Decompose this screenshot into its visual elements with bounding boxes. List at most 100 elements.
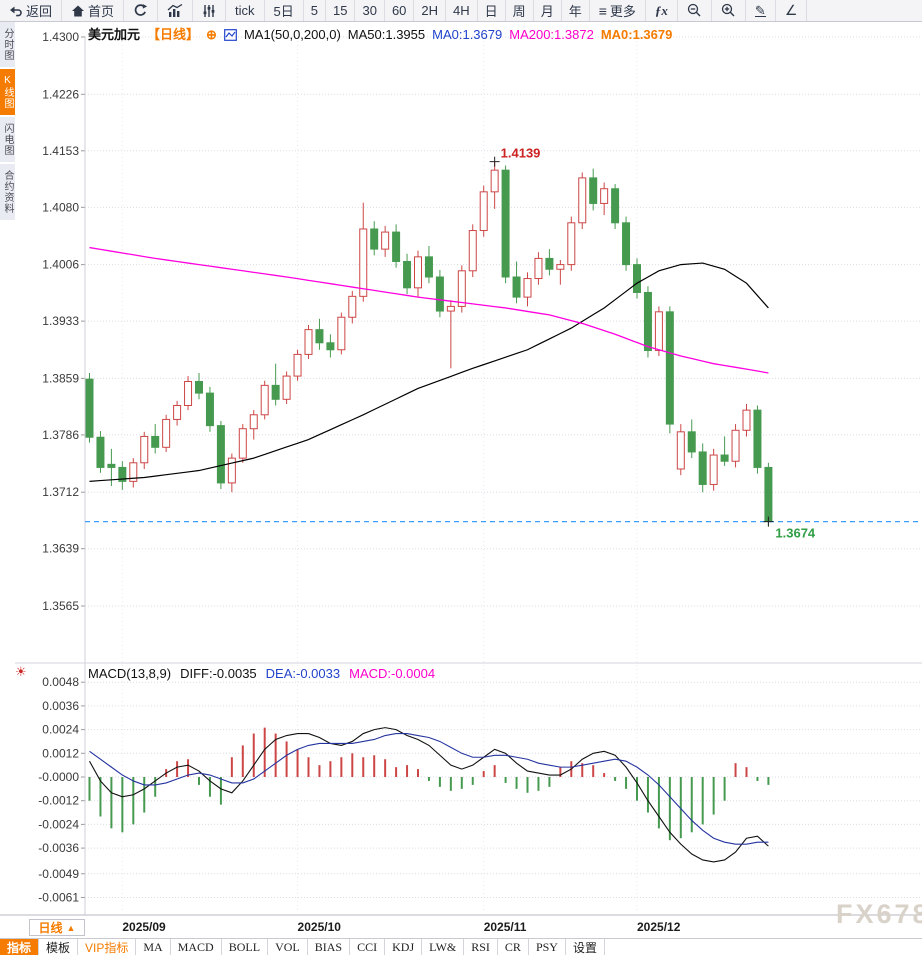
svg-text:-0.0000: -0.0000 [38, 770, 79, 784]
indicator-cr[interactable]: CR [498, 939, 529, 955]
add-indicator-icon[interactable]: ⊕ [206, 27, 217, 42]
period-tick-button[interactable]: tick [226, 0, 265, 21]
refresh-button[interactable] [124, 0, 159, 21]
period-15m-button[interactable]: 15 [326, 0, 356, 21]
indicator-cci[interactable]: CCI [350, 939, 386, 955]
svg-text:1.3639: 1.3639 [42, 542, 79, 556]
angle-tool-button[interactable]: ∠ [776, 0, 808, 21]
day-label: 日 [484, 4, 498, 19]
back-icon [9, 4, 23, 18]
sliders-icon [202, 4, 216, 18]
period-year-button[interactable]: 年 [562, 0, 590, 21]
period-30m-button[interactable]: 30 [355, 0, 385, 21]
chart-type-button[interactable] [158, 0, 194, 21]
tab-templates[interactable]: 模板 [39, 939, 79, 955]
period-month-button[interactable]: 月 [534, 0, 562, 21]
back-button[interactable]: 返回 [0, 0, 63, 21]
svg-text:0.0012: 0.0012 [42, 746, 79, 760]
5m-label: 5 [310, 3, 318, 18]
tab-vip-indicators[interactable]: VIP指标 [78, 939, 137, 955]
svg-text:1.3933: 1.3933 [42, 314, 79, 328]
svg-text:2025/11: 2025/11 [484, 920, 527, 934]
period-tag[interactable]: 【日线】 [147, 27, 200, 42]
year-label: 年 [568, 4, 582, 19]
chevron-up-icon: ▲ [66, 922, 76, 933]
tick-label: tick [235, 3, 255, 18]
indicator-ma[interactable]: MA [136, 939, 171, 955]
macd-dea-value: DEA:-0.0033 [265, 666, 341, 681]
svg-text:2025/10: 2025/10 [298, 920, 342, 934]
period-selector-label: 日线 [38, 921, 63, 935]
period-day-button[interactable]: 日 [478, 0, 506, 21]
svg-text:FX678: FX678 [836, 899, 922, 929]
bottom-toolbar: 指标 模板 VIP指标 MA MACD BOLL VOL BIAS CCI KD… [0, 938, 922, 955]
fx-button[interactable]: ƒx [646, 0, 678, 21]
ma50-value: MA50:1.3955 [347, 27, 426, 42]
month-label: 月 [540, 4, 554, 19]
sidebar-item-timeshare[interactable]: 分时图 [0, 22, 15, 69]
svg-text:0.0024: 0.0024 [42, 723, 79, 737]
home-button[interactable]: 首页 [62, 0, 125, 21]
zoom-out-button[interactable] [678, 0, 712, 21]
macd-diff-value: DIFF:-0.0035 [180, 666, 257, 681]
svg-text:1.4080: 1.4080 [42, 200, 79, 214]
15m-label: 15 [333, 3, 348, 18]
indicator-psy[interactable]: PSY [529, 939, 566, 955]
chart-header: 美元加元 【日线】 ⊕ MA1(50,0,200,0) MA50:1.3955 MA0:1… [88, 24, 679, 44]
tab-indicators[interactable]: 指标 [0, 939, 40, 955]
chart-mode-sidebar: 分时图 K线图 闪电图 合约资料 [0, 22, 15, 222]
period-5m-button[interactable]: 5 [304, 0, 326, 21]
more-label: 更多 [609, 4, 636, 19]
period-5d-button[interactable]: 5日 [265, 0, 304, 21]
indicator-rsi[interactable]: RSI [464, 939, 498, 955]
macd-header: MACD(13,8,9) DIFF:-0.0035 DEA:-0.0033 MACD:… [88, 666, 444, 681]
period-2h-button[interactable]: 2H [414, 0, 447, 21]
indicator-vol[interactable]: VOL [268, 939, 308, 955]
svg-text:-0.0012: -0.0012 [38, 794, 79, 808]
2h-label: 2H [421, 3, 439, 18]
svg-text:-0.0024: -0.0024 [38, 817, 79, 831]
indicator-macd[interactable]: MACD [171, 939, 222, 955]
menu-icon: ≡ [598, 2, 607, 19]
period-4h-button[interactable]: 4H [446, 0, 478, 21]
svg-text:0.0036: 0.0036 [42, 699, 79, 713]
draw-button[interactable]: ✎ [746, 0, 776, 21]
zoom-out-icon [687, 3, 702, 18]
60m-label: 60 [391, 3, 407, 18]
sidebar-item-kline[interactable]: K线图 [0, 69, 15, 117]
indicator-boll[interactable]: BOLL [222, 939, 269, 955]
indicator-settings-button[interactable] [193, 0, 227, 21]
4h-label: 4H [453, 3, 470, 18]
period-60m-button[interactable]: 60 [385, 0, 415, 21]
ma0-orange-value: MA0:1.3679 [600, 27, 673, 42]
30m-label: 30 [362, 3, 377, 18]
indicator-kdj[interactable]: KDJ [385, 939, 423, 955]
angle-icon: ∠ [784, 2, 798, 18]
indicator-bias[interactable]: BIAS [308, 939, 351, 955]
svg-text:1.4153: 1.4153 [42, 144, 79, 158]
macd-macd-value: MACD:-0.0004 [349, 666, 436, 681]
period-week-button[interactable]: 周 [506, 0, 534, 21]
svg-text:0.0048: 0.0048 [42, 675, 79, 689]
back-label: 返回 [26, 4, 53, 19]
zoom-in-button[interactable] [712, 0, 746, 21]
indicator-settings-sun-icon[interactable]: ☀ [15, 664, 27, 679]
refresh-icon [133, 3, 148, 18]
svg-text:1.4139: 1.4139 [501, 146, 541, 161]
pencil-icon: ✎ [754, 2, 766, 18]
period-selector[interactable]: 日线 ▲ [29, 919, 85, 936]
fx-icon: ƒx [654, 2, 668, 18]
svg-text:1.4226: 1.4226 [42, 87, 79, 101]
sidebar-item-lightning[interactable]: 闪电图 [0, 117, 15, 164]
svg-text:1.3674: 1.3674 [775, 526, 816, 541]
svg-text:1.3565: 1.3565 [42, 599, 79, 613]
column-chart-icon [167, 3, 183, 18]
sidebar-item-contract-info[interactable]: 合约资料 [0, 164, 15, 222]
more-button[interactable]: ≡ 更多 [590, 0, 646, 21]
indicator-lw[interactable]: LW& [422, 939, 465, 955]
settings-button[interactable]: 设置 [566, 939, 605, 955]
ma0-blue-value: MA0:1.3679 [432, 27, 503, 42]
line-chart-icon[interactable] [224, 29, 237, 44]
